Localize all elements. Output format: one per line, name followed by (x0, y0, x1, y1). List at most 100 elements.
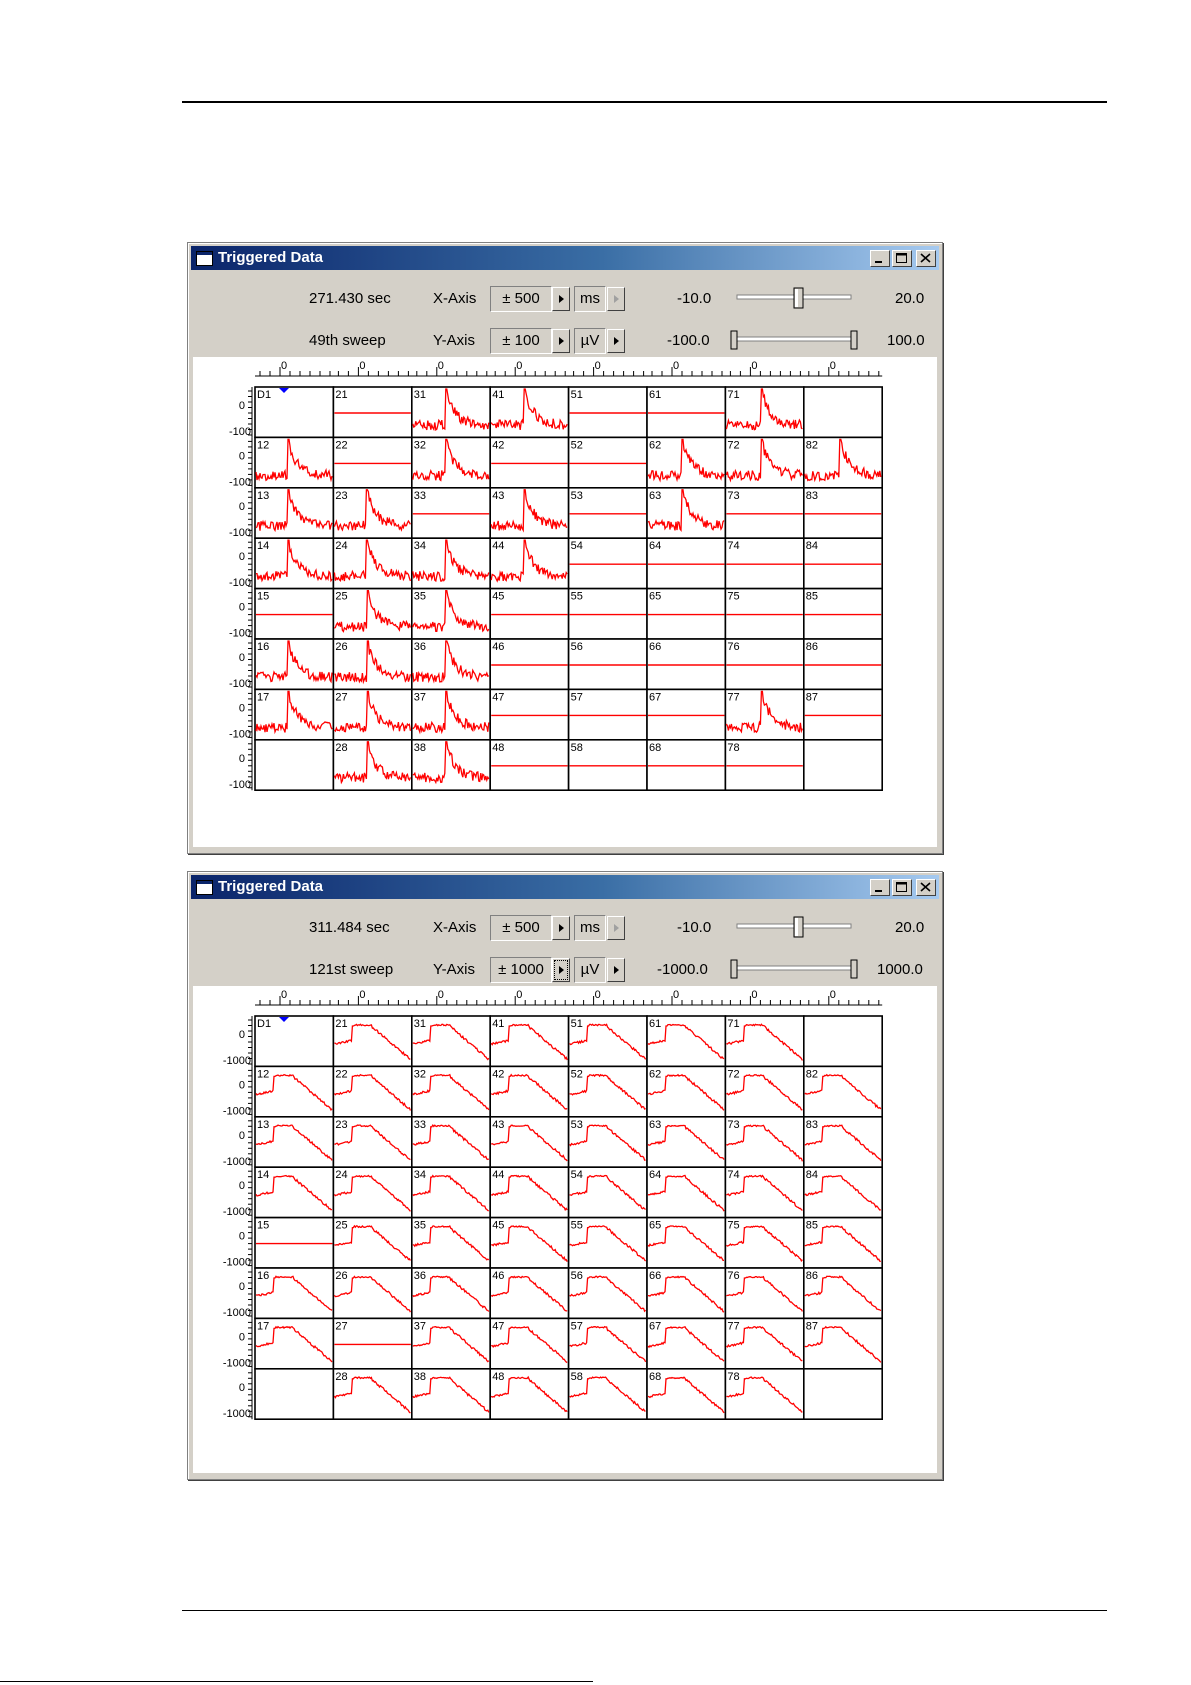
channel-number: 36 (414, 1270, 426, 1282)
channel-cell (646, 738, 727, 791)
channel-number: 32 (414, 1068, 426, 1080)
ruler-zero-label: 0 (673, 360, 679, 372)
ruler-zero-label: 0 (438, 360, 444, 372)
channel-number: 26 (335, 1270, 347, 1282)
channel-trace (726, 1174, 803, 1211)
channel-trace (412, 1123, 490, 1161)
y-min-label: -1000 (223, 1105, 251, 1117)
channel-trace (490, 1275, 568, 1312)
ruler-zero-label: 0 (516, 989, 522, 1001)
x-range-arrow-button[interactable] (552, 287, 570, 311)
channel-trace (412, 1275, 490, 1312)
x-unit-arrow-button[interactable] (607, 916, 625, 940)
channel-number: 57 (571, 691, 583, 703)
channel-number: 71 (727, 1018, 739, 1030)
channel-number: 38 (414, 1371, 426, 1383)
channel-number: 55 (571, 1220, 583, 1232)
x-unit-field[interactable]: ms (574, 915, 606, 941)
channel-trace (255, 640, 333, 684)
y-unit-arrow-button[interactable] (607, 958, 625, 982)
ruler-zero-label: 0 (438, 989, 444, 1001)
channel-cell (411, 587, 492, 640)
channel-number: 76 (727, 641, 739, 653)
channel-number: 73 (727, 490, 739, 502)
channel-number: 87 (806, 691, 818, 703)
channel-number: 33 (414, 490, 426, 502)
y-zero-label: 0 (239, 1130, 245, 1142)
channel-number: 74 (727, 540, 739, 552)
channel-trace (255, 1124, 333, 1161)
channel-number: 25 (335, 1220, 347, 1232)
channel-cell (802, 436, 883, 489)
channel-cell (332, 738, 413, 791)
channel-number: 66 (649, 1270, 661, 1282)
channel-cell (646, 1317, 727, 1370)
maximize-button[interactable] (892, 250, 912, 267)
channel-cell (489, 1166, 570, 1219)
maximize-button[interactable] (892, 879, 912, 896)
x-unit-field[interactable]: ms (574, 286, 606, 312)
channel-number: 74 (727, 1169, 739, 1181)
channel-number: 72 (727, 439, 739, 451)
channel-trace (490, 1174, 568, 1212)
y-offset-slider[interactable] (729, 328, 861, 354)
triggered-data-window-2: Triggered Data 311.484 sec 121st sweep X… (187, 871, 943, 1480)
close-button[interactable] (916, 879, 936, 896)
y-min-label: -100 (229, 577, 251, 589)
close-button[interactable] (916, 250, 936, 267)
channel-cell (567, 436, 648, 489)
channel-trace (726, 1023, 803, 1061)
y-unit-field[interactable]: µV (574, 957, 606, 983)
y-unit-arrow-button[interactable] (607, 329, 625, 353)
y-min-label: -100 (229, 728, 251, 740)
control-panel: 271.430 sec 49th sweep X-Axis Y-Axis ± 5… (191, 272, 939, 356)
y-unit-field[interactable]: µV (574, 328, 606, 354)
channel-trace (725, 690, 803, 734)
y-offset-slider[interactable] (729, 957, 861, 983)
channel-trace (255, 1073, 333, 1112)
channel-number: 35 (414, 1220, 426, 1232)
x-offset-slider[interactable] (735, 286, 861, 312)
y-range-arrow-button[interactable] (552, 958, 570, 982)
y-range-field[interactable]: ± 100 (490, 328, 552, 354)
channel-cell (646, 587, 727, 640)
window-icon (196, 251, 213, 266)
channel-number: 77 (727, 691, 739, 703)
minimize-button[interactable] (870, 250, 890, 267)
y-zero-label: 0 (239, 1331, 245, 1343)
x-unit-arrow-button[interactable] (607, 287, 625, 311)
channel-number: 31 (414, 1018, 426, 1030)
x-offset-slider[interactable] (735, 915, 861, 941)
channel-trace (412, 690, 490, 735)
channel-trace (569, 1325, 647, 1363)
ruler-zero-label: 0 (830, 360, 836, 372)
channel-number: 14 (257, 1169, 269, 1181)
y-zero-label: 0 (239, 1281, 245, 1293)
x-range-field[interactable]: ± 500 (490, 286, 552, 312)
channel-trace (726, 1376, 803, 1413)
channel-cell (802, 1267, 883, 1320)
channel-trace (490, 1124, 568, 1162)
y-min-label: -100 (229, 426, 251, 438)
title-bar[interactable]: Triggered Data (191, 875, 939, 899)
channel-number: 85 (806, 591, 818, 603)
y-range-field[interactable]: ± 1000 (490, 957, 552, 983)
y-min-label: -1000 (223, 1257, 251, 1269)
channel-number: 65 (649, 591, 661, 603)
channel-number: 37 (414, 691, 426, 703)
x-range-field[interactable]: ± 500 (490, 915, 552, 941)
channel-trace (333, 1376, 411, 1414)
title-bar[interactable]: Triggered Data (191, 246, 939, 270)
channel-number: 44 (492, 540, 504, 552)
channel-number: 76 (727, 1270, 739, 1282)
channel-trace (726, 1225, 803, 1262)
y-range-arrow-button[interactable] (552, 329, 570, 353)
y-zero-label: 0 (239, 1029, 245, 1041)
ruler-zero-label: 0 (281, 360, 287, 372)
channel-number: 63 (649, 1119, 661, 1131)
channel-number: 52 (571, 439, 583, 451)
y-slider-min-label: -100.0 (667, 332, 710, 349)
x-range-arrow-button[interactable] (552, 916, 570, 940)
channel-number: 55 (571, 591, 583, 603)
minimize-button[interactable] (870, 879, 890, 896)
